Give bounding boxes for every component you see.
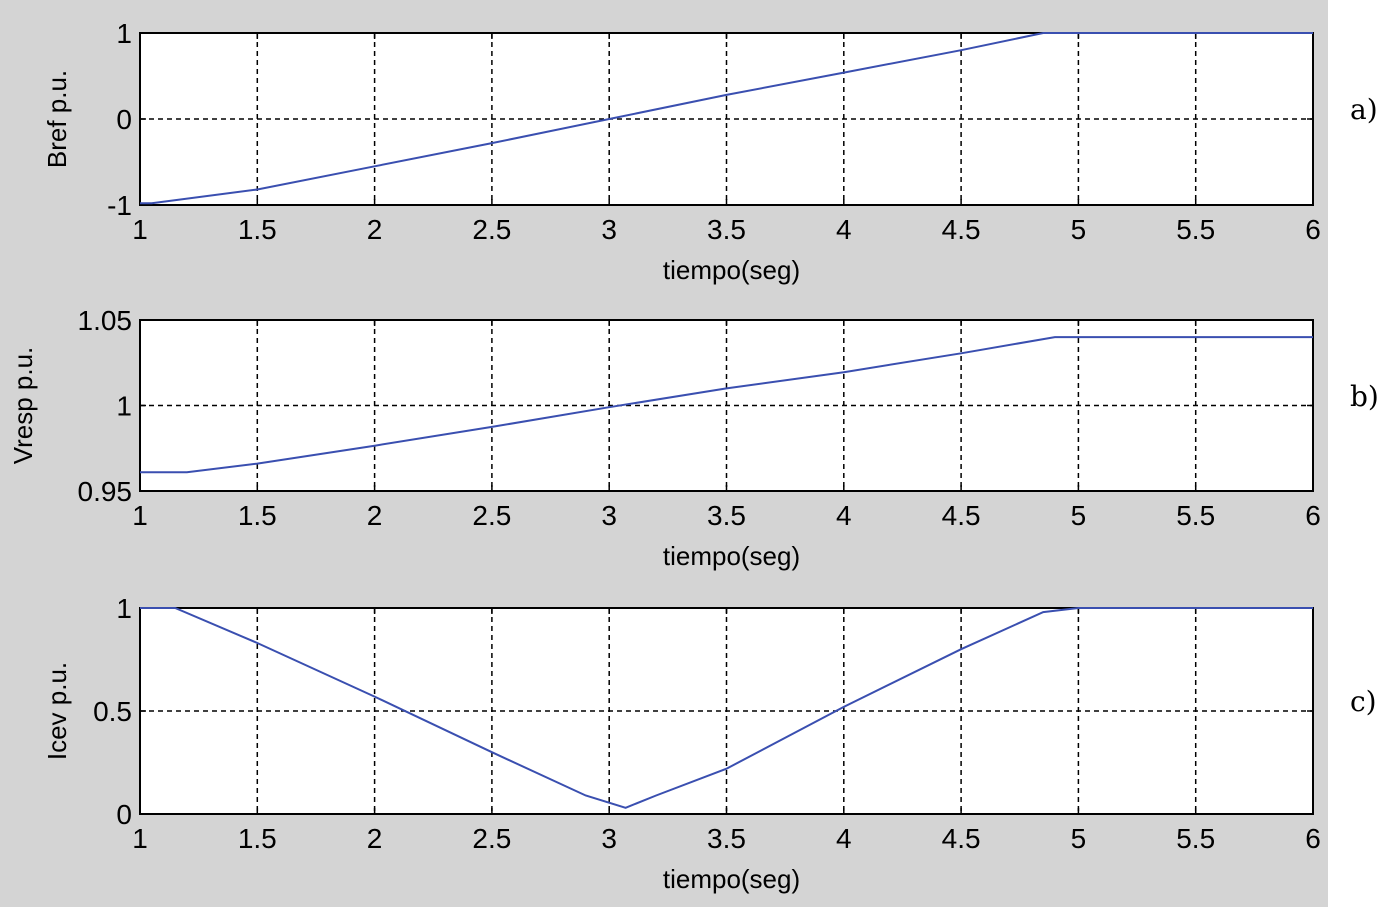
x-tick-label: 6 (1305, 214, 1321, 245)
x-tick-label: 5 (1071, 500, 1087, 531)
axes-frame (139, 607, 1314, 815)
x-tick-label: 4 (836, 823, 852, 854)
x-tick-label: 3.5 (707, 500, 746, 531)
x-axis-label: tiempo(seg) (663, 864, 800, 894)
x-tick-label: 1.5 (238, 214, 277, 245)
x-tick-label: 5 (1071, 823, 1087, 854)
y-tick-label: 0 (116, 104, 132, 135)
chart-panel-1: 1 1.5 2 2.5 3 3.5 4 4.5 5 5.5 60.9511.05tiempo(seg… (8, 305, 1321, 571)
x-tick-label: 5.5 (1176, 823, 1215, 854)
x-tick-label: 5.5 (1176, 500, 1215, 531)
y-axis-label: Icev p.u. (42, 662, 72, 760)
series-line-0 (140, 607, 1313, 809)
x-tick-label: 1.5 (238, 823, 277, 854)
axes-frame (139, 319, 1314, 492)
x-tick-label: 1.5 (238, 500, 277, 531)
x-tick-label: 2 (367, 500, 383, 531)
x-tick-label: 3.5 (707, 214, 746, 245)
x-tick-label: 2 (367, 214, 383, 245)
panel-tag-c: c) (1350, 685, 1377, 718)
x-tick-label: 1 (132, 214, 148, 245)
y-axis-label: Vresp p.u. (8, 347, 38, 465)
figure-background: 1 1.5 2 2.5 3 3.5 4 4.5 5 5.5 6 -1 0 1 tiempo(seg) Bref… (0, 0, 1328, 907)
y-axis-label: Bref p.u. (42, 70, 72, 168)
x-tick-label: 4.5 (942, 823, 981, 854)
y-tick-label: 1.05 (78, 305, 133, 336)
x-tick-label: 6 (1305, 500, 1321, 531)
x-tick-label: 2.5 (472, 823, 511, 854)
y-tick-label: 1 (116, 391, 132, 422)
x-tick-label: 3 (601, 214, 617, 245)
panel-tag-b: b) (1350, 380, 1379, 413)
panel-tag-a: a) (1350, 93, 1378, 126)
y-tick-label: 1 (116, 18, 132, 49)
y-tick-label: 0 (116, 799, 132, 830)
x-tick-label: 3.5 (707, 823, 746, 854)
chart-panel-0: 1 1.5 2 2.5 3 3.5 4 4.5 5 5.5 6 -1 0 1 tiempo(seg) Bref… (42, 18, 1321, 285)
x-tick-label: 4.5 (942, 214, 981, 245)
x-axis-label: tiempo(seg) (663, 541, 800, 571)
x-tick-label: 4 (836, 500, 852, 531)
chart-figure: 1 1.5 2 2.5 3 3.5 4 4.5 5 5.5 6-101tiempo(seg)Bref… (8, 18, 1321, 894)
x-tick-label: 4 (836, 214, 852, 245)
x-tick-label: 5 (1071, 214, 1087, 245)
x-tick-label: 1 (132, 500, 148, 531)
x-tick-label: 2.5 (472, 214, 511, 245)
x-tick-label: 4.5 (942, 500, 981, 531)
x-tick-label: 1 (132, 823, 148, 854)
x-tick-label: 5.5 (1176, 214, 1215, 245)
x-tick-label: 3 (601, 823, 617, 854)
x-tick-label: 2 (367, 823, 383, 854)
y-tick-label: 1 (116, 593, 132, 624)
y-tick-label: 0.5 (93, 696, 132, 727)
y-tick-label: 0.95 (78, 476, 133, 507)
chart-panel-2: 1 1.5 2 2.5 3 3.5 4 4.5 5 5.5 6 0 0.5 1 tiempo(seg) Ice… (42, 593, 1321, 894)
series-line-0 (140, 32, 1313, 205)
series-line-0 (140, 336, 1313, 474)
x-tick-label: 2.5 (472, 500, 511, 531)
x-tick-label: 3 (601, 500, 617, 531)
x-tick-label: 6 (1305, 823, 1321, 854)
x-axis-label: tiempo(seg) (663, 255, 800, 285)
y-tick-label: -1 (107, 190, 132, 221)
axes-frame (139, 32, 1314, 206)
